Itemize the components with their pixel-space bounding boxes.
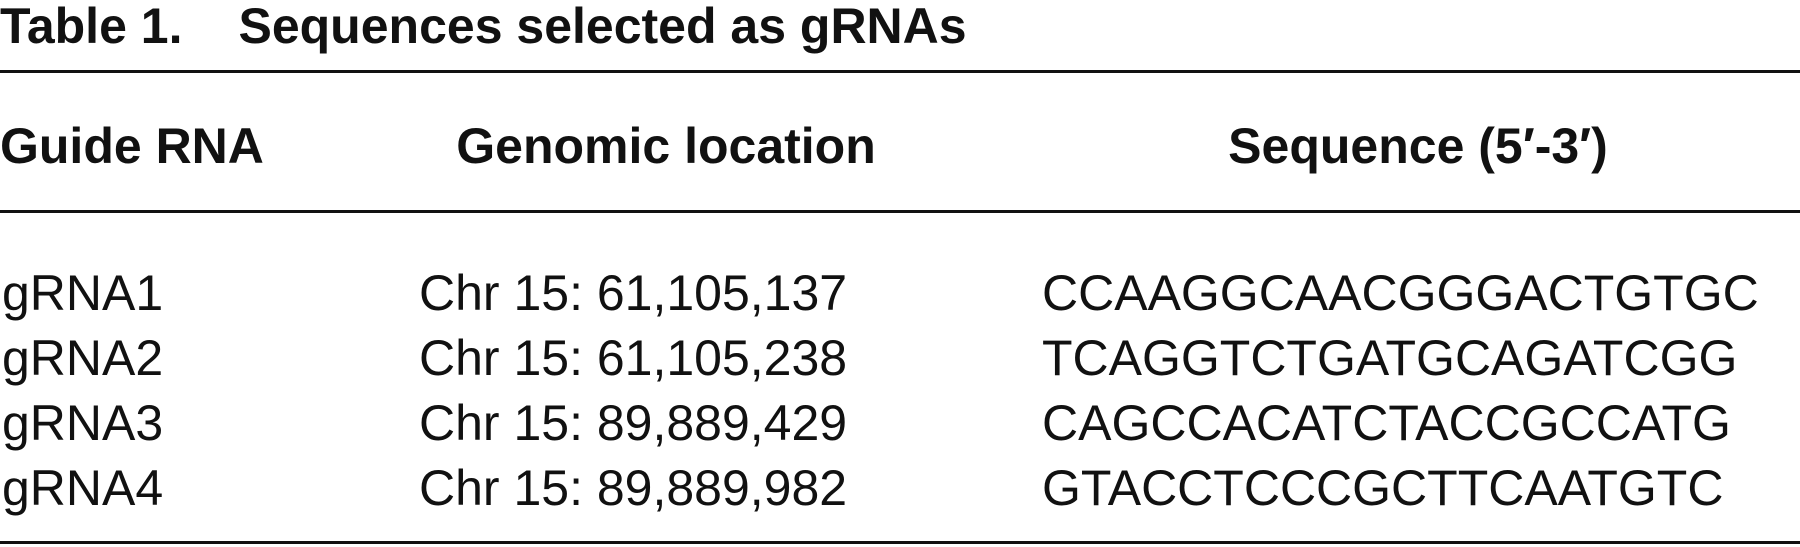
table-cell: gRNA2 bbox=[2, 330, 164, 386]
table-cell: gRNA1 bbox=[2, 265, 164, 321]
table-cell: TCAGGTCTGATGCAGATCGG bbox=[1042, 330, 1738, 386]
column-header: Guide RNA bbox=[0, 118, 264, 174]
table-cell: Chr 15: 89,889,982 bbox=[419, 460, 848, 516]
table-title: Table 1. Sequences selected as gRNAs bbox=[0, 1, 967, 51]
table-caption: Sequences selected as gRNAs bbox=[238, 0, 967, 54]
column-header: Genomic location bbox=[456, 118, 876, 174]
top-rule bbox=[0, 70, 1800, 73]
table-cell: Chr 15: 61,105,238 bbox=[419, 330, 848, 386]
header-rule bbox=[0, 210, 1800, 213]
table-cell: CAGCCACATCTACCGCCATG bbox=[1042, 395, 1731, 451]
column-header: Sequence (5′-3′) bbox=[1228, 118, 1608, 174]
bottom-rule bbox=[0, 541, 1800, 544]
table-cell: Chr 15: 89,889,429 bbox=[419, 395, 848, 451]
table-cell: gRNA4 bbox=[2, 460, 164, 516]
table-cell: Chr 15: 61,105,137 bbox=[419, 265, 848, 321]
table-cell: CCAAGGCAACGGGACTGTGC bbox=[1042, 265, 1759, 321]
table-label: Table 1. bbox=[0, 0, 183, 54]
table-cell: gRNA3 bbox=[2, 395, 164, 451]
table-cell: GTACCTCCCGCTTCAATGTC bbox=[1042, 460, 1724, 516]
